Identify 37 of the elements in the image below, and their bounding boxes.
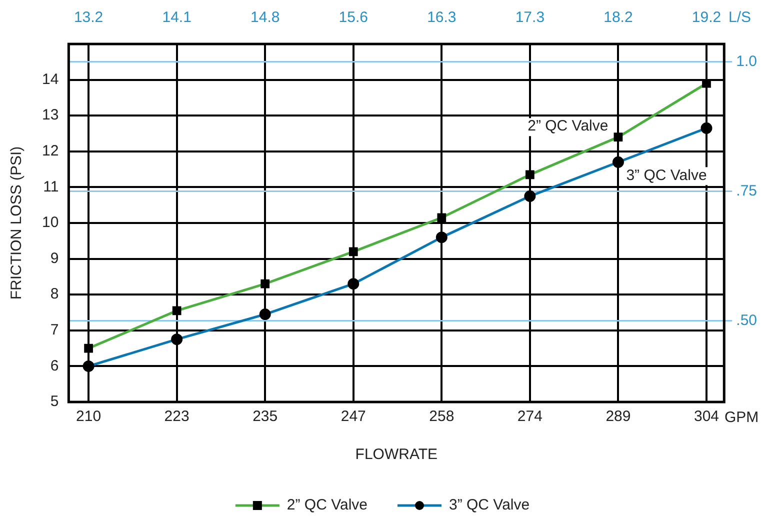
x-tick-label: 274 — [517, 408, 542, 426]
text: 18.2 — [604, 9, 633, 26]
text: GPM — [724, 409, 759, 426]
x-tick-label: 289 — [606, 408, 631, 426]
y-axis-title: FRICTION LOSS (PSI) — [8, 146, 26, 300]
text: 14.8 — [250, 9, 280, 26]
y-tick-label: 12 — [42, 142, 59, 160]
y-tick-label: 6 — [50, 357, 59, 374]
annotation: 2” QC Valve — [528, 118, 608, 135]
x-tick-label: 258 — [429, 408, 454, 426]
y-tick-label: 8 — [50, 286, 59, 303]
legend-label: 2” QC Valve — [286, 496, 368, 514]
y-tick-label: 11 — [43, 178, 59, 196]
x-tick-label: 235 — [252, 408, 278, 426]
y-tick-label: 10 — [42, 214, 59, 232]
text: 19.2 — [692, 9, 722, 26]
x-tick-label: 210 — [76, 408, 102, 426]
y-tick-label: 9 — [50, 250, 59, 267]
x-tick-label: 223 — [164, 408, 190, 426]
legend-label: 3” QC Valve — [449, 496, 530, 514]
x-tick-label: 247 — [340, 408, 366, 426]
y-tick-label: 13 — [42, 106, 59, 124]
y-tick-label: 7 — [50, 322, 59, 339]
annotation: 3” QC Valve — [626, 166, 707, 184]
text: 13.2 — [74, 9, 104, 26]
x-tick-label: 304 — [694, 408, 720, 426]
y2-tick-label: .75 — [736, 182, 758, 200]
x-axis-title: FLOWRATE — [355, 446, 438, 464]
text: L/S — [728, 9, 752, 26]
y2-tick-label: .50 — [736, 312, 758, 329]
text: 16.3 — [427, 9, 456, 26]
y-tick-label: 14 — [42, 70, 59, 88]
y-tick-label: 5 — [50, 393, 59, 410]
text: 14.1 — [162, 9, 192, 26]
y2-tick-label: 1.0 — [736, 52, 758, 70]
text: 17.3 — [515, 9, 545, 26]
text: 15.6 — [338, 9, 368, 26]
